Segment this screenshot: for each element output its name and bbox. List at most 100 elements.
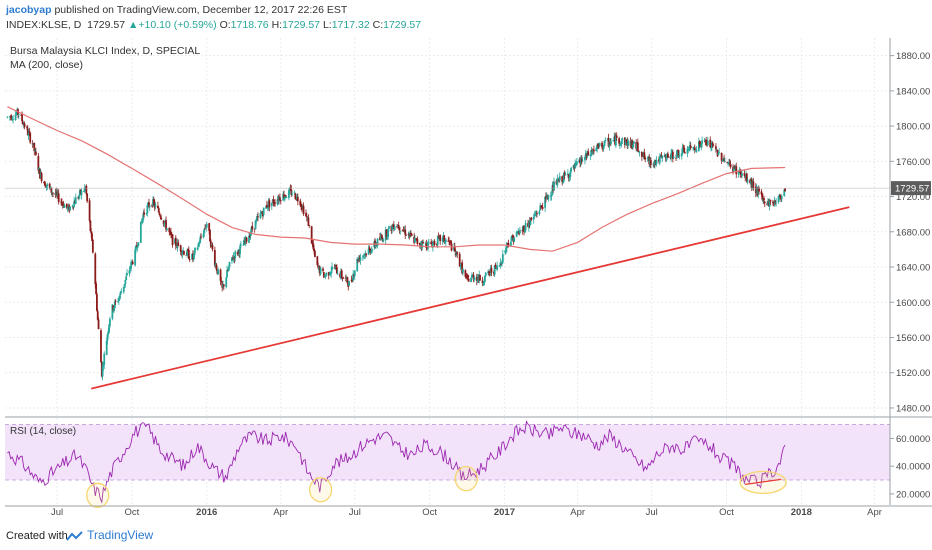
price-axis[interactable]: 1480.00 1520.00 1560.00 1600.00 1640.00 1680.…	[890, 51, 930, 414]
candle-body	[500, 263, 503, 265]
candle-body	[291, 193, 294, 195]
candle-body	[209, 229, 211, 242]
candle-body	[217, 269, 220, 275]
candle-body	[174, 237, 177, 246]
candle-body	[118, 295, 121, 300]
candle-body	[470, 277, 472, 283]
candle-body	[701, 140, 704, 144]
candle-body	[584, 157, 586, 161]
time-tick-label: Oct	[125, 507, 140, 518]
candle-body	[388, 226, 390, 229]
candle-body	[113, 307, 115, 312]
candle-body	[310, 226, 313, 244]
candle-body	[510, 235, 513, 241]
candle-body	[228, 262, 231, 267]
candle-body	[698, 141, 701, 144]
candle-body	[597, 145, 600, 147]
price-tick-label: 1880.00	[896, 51, 930, 62]
rsi-legend[interactable]: RSI (14, close)	[10, 426, 76, 437]
candle-body	[727, 163, 730, 165]
candle-body	[254, 220, 257, 230]
author-link[interactable]: jacobyap	[6, 4, 52, 16]
candle-body	[658, 156, 661, 163]
candle-body	[170, 231, 172, 235]
candle-body	[106, 334, 109, 341]
candle-body	[57, 193, 60, 203]
candle-body	[715, 146, 717, 150]
candle-body	[632, 144, 634, 148]
candle-body	[569, 171, 572, 178]
candle-body	[272, 199, 275, 204]
tradingview-brand-link[interactable]: TradingView	[66, 528, 153, 542]
candle-body	[141, 218, 144, 223]
candle-body	[27, 132, 30, 136]
chart-canvas[interactable]: 1480.00 1520.00 1560.00 1600.00 1640.00 1680.…	[0, 0, 932, 522]
candle-body	[196, 247, 199, 250]
candle-body	[34, 150, 36, 152]
candle-body	[494, 264, 497, 267]
candle-body	[688, 149, 690, 151]
ma-200-line	[7, 106, 786, 252]
candle-body	[335, 265, 337, 267]
candle-body	[28, 131, 31, 134]
candle-body	[135, 245, 137, 251]
ma-legend[interactable]: MA (200, close)	[10, 59, 83, 71]
candle-body	[712, 145, 715, 147]
candle-body	[37, 156, 40, 171]
candle-body	[279, 200, 282, 202]
candle-body	[126, 273, 128, 276]
candle-body	[365, 253, 368, 256]
candle-body	[120, 291, 123, 293]
candle-body	[709, 139, 712, 148]
candle-body	[222, 284, 225, 287]
candle-body	[193, 250, 196, 256]
candle-body	[661, 156, 664, 159]
candle-body	[21, 121, 24, 125]
candle-body	[162, 220, 165, 225]
candle-body	[484, 272, 487, 276]
candle-body	[652, 163, 655, 165]
candle-body	[507, 242, 510, 246]
candle-body	[399, 230, 402, 232]
candle-body	[680, 153, 683, 157]
candle-body	[135, 245, 138, 247]
candle-body	[308, 225, 311, 226]
candle-body	[74, 197, 77, 205]
candle-body	[249, 232, 252, 236]
candle-body	[71, 206, 74, 208]
candle-body	[430, 241, 433, 245]
candle-body	[612, 139, 615, 142]
candle-body	[581, 160, 584, 162]
candle-body	[181, 251, 184, 255]
candle-body	[382, 239, 385, 242]
rsi-axis[interactable]: 20.0000 40.0000 60.0000	[890, 434, 930, 500]
candle-body	[728, 161, 730, 163]
candle-body	[213, 249, 216, 266]
candle-body	[369, 248, 372, 253]
trend-line[interactable]	[91, 206, 850, 390]
candle-body	[142, 213, 145, 220]
time-axis[interactable]: Jul Oct 2016 Apr Jul Oct 2017 Apr Jul Oct 2018 Apr	[51, 507, 882, 518]
candle-body	[335, 267, 338, 274]
candle-body	[299, 200, 302, 206]
candle-body	[444, 239, 447, 242]
candle-body	[529, 218, 532, 225]
candle-body	[703, 139, 706, 141]
candle-body	[665, 155, 668, 159]
candle-body	[439, 234, 442, 242]
candle-body	[163, 222, 166, 225]
candle-body	[300, 205, 302, 206]
candle-body	[183, 251, 185, 255]
candle-body	[619, 142, 622, 145]
candle-body	[255, 219, 258, 222]
candle-body	[595, 147, 598, 152]
candle-body	[312, 243, 315, 249]
publish-info: published on TradingView.com, December 1…	[54, 4, 348, 16]
candle-body	[472, 274, 475, 280]
candle-body	[618, 138, 621, 144]
candle-body	[706, 140, 709, 145]
rsi-highlights	[86, 465, 787, 508]
candle-body	[783, 189, 786, 196]
candle-body	[90, 231, 93, 234]
candle-body	[124, 279, 127, 285]
